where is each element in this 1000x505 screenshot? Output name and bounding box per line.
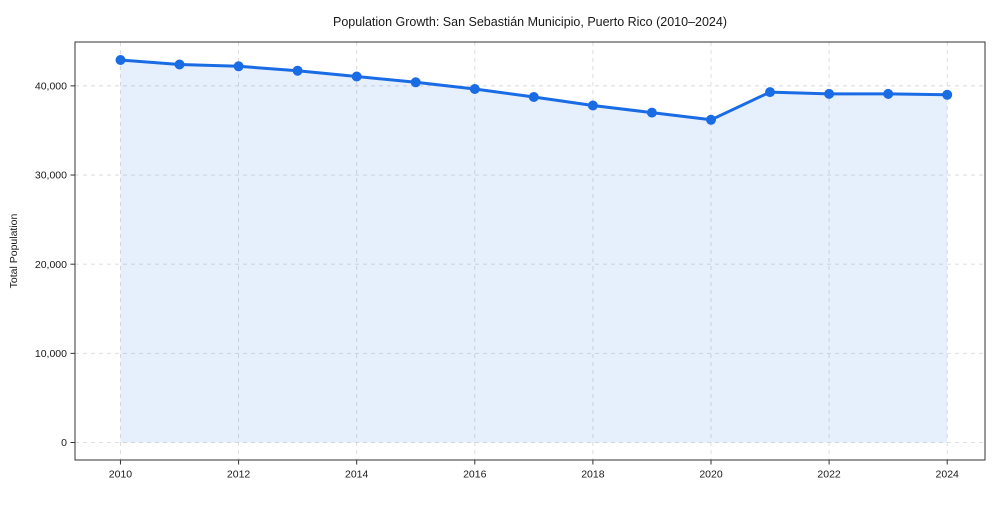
x-tick-label: 2010 (109, 469, 133, 481)
x-tick-label: 2018 (581, 469, 605, 481)
x-tick-label: 2012 (227, 469, 251, 481)
x-tick-label: 2024 (936, 469, 960, 481)
x-tick-label: 2020 (699, 469, 723, 481)
x-tick-label: 2016 (463, 469, 487, 481)
axes: 2010 2012 2014 2016 2018 2020 2022 2024 0 10,000 2… (35, 81, 959, 481)
data-points (115, 55, 953, 125)
y-tick-label: 30,000 (35, 170, 67, 182)
y-tick-label: 0 (61, 437, 67, 449)
y-axis-title: Total Population (8, 213, 20, 288)
plot-border (74, 41, 986, 461)
y-tick-label: 20,000 (35, 259, 67, 271)
chart-title: Population Growth: San Sebastián Municip… (333, 15, 727, 29)
y-tick-label: 40,000 (35, 81, 67, 93)
area-fill (120, 60, 948, 443)
x-tick-label: 2022 (817, 469, 841, 481)
gridlines (75, 42, 985, 460)
x-tick-label: 2014 (345, 469, 369, 481)
y-tick-label: 10,000 (35, 348, 67, 360)
